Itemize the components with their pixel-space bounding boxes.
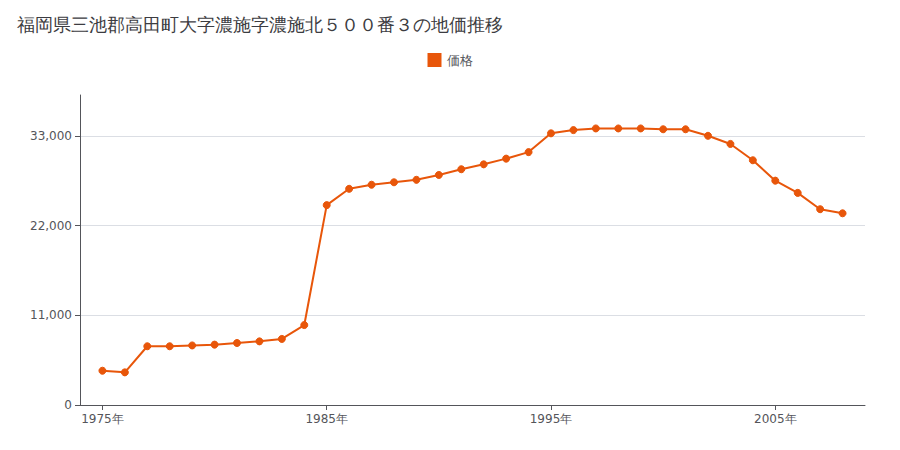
svg-text:0: 0 <box>64 398 72 412</box>
svg-text:1985年: 1985年 <box>305 412 348 426</box>
svg-text:福岡県三池郡高田町大字濃施字濃施北５００番３の地価推移: 福岡県三池郡高田町大字濃施字濃施北５００番３の地価推移 <box>17 14 503 35</box>
svg-text:22,000: 22,000 <box>30 219 72 233</box>
svg-text:11,000: 11,000 <box>30 308 72 322</box>
svg-text:2005年: 2005年 <box>754 412 797 426</box>
svg-text:1975年: 1975年 <box>81 412 124 426</box>
svg-text:33,000: 33,000 <box>30 129 72 143</box>
svg-text:1995年: 1995年 <box>530 412 573 426</box>
svg-text:価格: 価格 <box>447 53 473 68</box>
